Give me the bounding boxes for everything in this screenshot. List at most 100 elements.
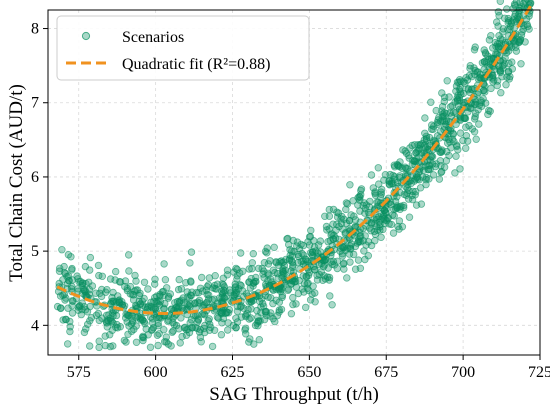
scatter-point (494, 8, 503, 16)
scatter-point (200, 310, 208, 318)
scatter-point (302, 303, 310, 312)
scatter-point (338, 212, 346, 221)
scatter-point (61, 296, 69, 304)
scatter-point (249, 279, 258, 287)
scatter-point (409, 156, 417, 165)
scatter-point (248, 265, 256, 273)
scatter-point (217, 331, 226, 339)
scatter-point (295, 245, 304, 253)
scatter-point (68, 264, 76, 273)
scatter-point (245, 265, 253, 273)
scatter-point (307, 226, 315, 235)
scatter-point (476, 70, 484, 79)
scatter-point (377, 233, 385, 241)
scatter-point (106, 342, 114, 351)
scatter-point (421, 141, 429, 149)
scatter-point (161, 299, 169, 308)
scatter-point (346, 181, 354, 189)
fit-line (56, 4, 533, 316)
scatter-point (92, 289, 100, 297)
scatter-point (241, 330, 250, 338)
scatter-point (236, 249, 245, 257)
scatter-point (278, 293, 286, 302)
scatter-point (400, 190, 408, 199)
scatter-point (377, 188, 385, 196)
scatter-point (422, 173, 430, 182)
scatter-point (451, 169, 459, 177)
scatter-point (124, 251, 133, 259)
scatter-point (388, 178, 396, 186)
scatter-point (346, 258, 354, 266)
scatter-point (61, 315, 70, 324)
scatter-point (185, 301, 193, 310)
scatter-point (125, 322, 133, 330)
scatter-point (197, 338, 205, 346)
scatter-point (326, 236, 334, 245)
scatter-point (160, 260, 168, 268)
scatter-point (105, 331, 114, 339)
scatter-point (464, 108, 472, 116)
scatter-point (505, 59, 513, 68)
scatter-point (232, 264, 240, 273)
scatter-point (271, 317, 279, 326)
scatter-point (124, 330, 132, 338)
scatter-point (88, 282, 97, 290)
scatter-point (496, 65, 504, 73)
scatter-point (162, 333, 170, 341)
scatter-point (313, 276, 322, 284)
scatter-point (288, 258, 297, 267)
scatter-point (175, 275, 183, 284)
scatter-point (161, 276, 170, 284)
scatter-point (101, 332, 109, 340)
scatter-point (517, 60, 525, 68)
scatter-point (411, 141, 419, 149)
scatter-point (211, 272, 219, 280)
scatter-point (196, 326, 204, 334)
scatter-point (95, 337, 103, 345)
scatter-point (293, 238, 302, 246)
scatter-point (66, 323, 74, 331)
scatter-point (430, 122, 438, 130)
scatter-point (278, 274, 286, 282)
legend: Scenarios Quadratic fit (R²=0.88) (56, 15, 310, 81)
scatter-point (452, 152, 460, 160)
scatter-point (172, 321, 181, 330)
scatter-point (108, 293, 116, 302)
scatter-point (85, 266, 94, 274)
scatter-point (502, 80, 510, 89)
scatter-point (276, 258, 284, 266)
scatter-point (208, 342, 217, 351)
scatter-point (233, 272, 241, 280)
x-axis-label: SAG Throughput (t/h) (209, 384, 379, 405)
scatter-point (316, 237, 325, 245)
y-axis-label: Total Chain Cost (AUD/t) (6, 84, 27, 282)
scatter-point (121, 314, 130, 322)
scatter-point (155, 330, 163, 338)
scatter-point (118, 301, 127, 309)
scatter-point (148, 319, 157, 327)
scatter-point (113, 320, 121, 329)
y-tick-label: 7 (31, 95, 39, 112)
scatter-point (248, 259, 256, 267)
scatter-point (263, 244, 271, 252)
x-tick-label: 600 (144, 364, 168, 381)
scatter-point (354, 201, 362, 209)
y-tick-label: 6 (31, 169, 39, 186)
scatter-point (346, 244, 354, 252)
y-ticks: 4 5 6 7 8 (31, 21, 48, 334)
scatter-point (327, 251, 335, 260)
scatter-point (218, 293, 226, 302)
scatter-point (122, 338, 130, 346)
scatter-point (409, 187, 417, 196)
scatter-point (264, 260, 273, 268)
scatter-point (494, 40, 502, 48)
scatter-point (258, 264, 266, 273)
scatter-point (73, 272, 81, 280)
scatter-point (494, 22, 502, 30)
scatter-point (160, 326, 168, 334)
scatter-point (132, 277, 140, 285)
plot-frame (47, 9, 541, 356)
scatter-point (414, 153, 423, 162)
scatter-point (169, 314, 177, 322)
scatter-point (154, 341, 162, 350)
